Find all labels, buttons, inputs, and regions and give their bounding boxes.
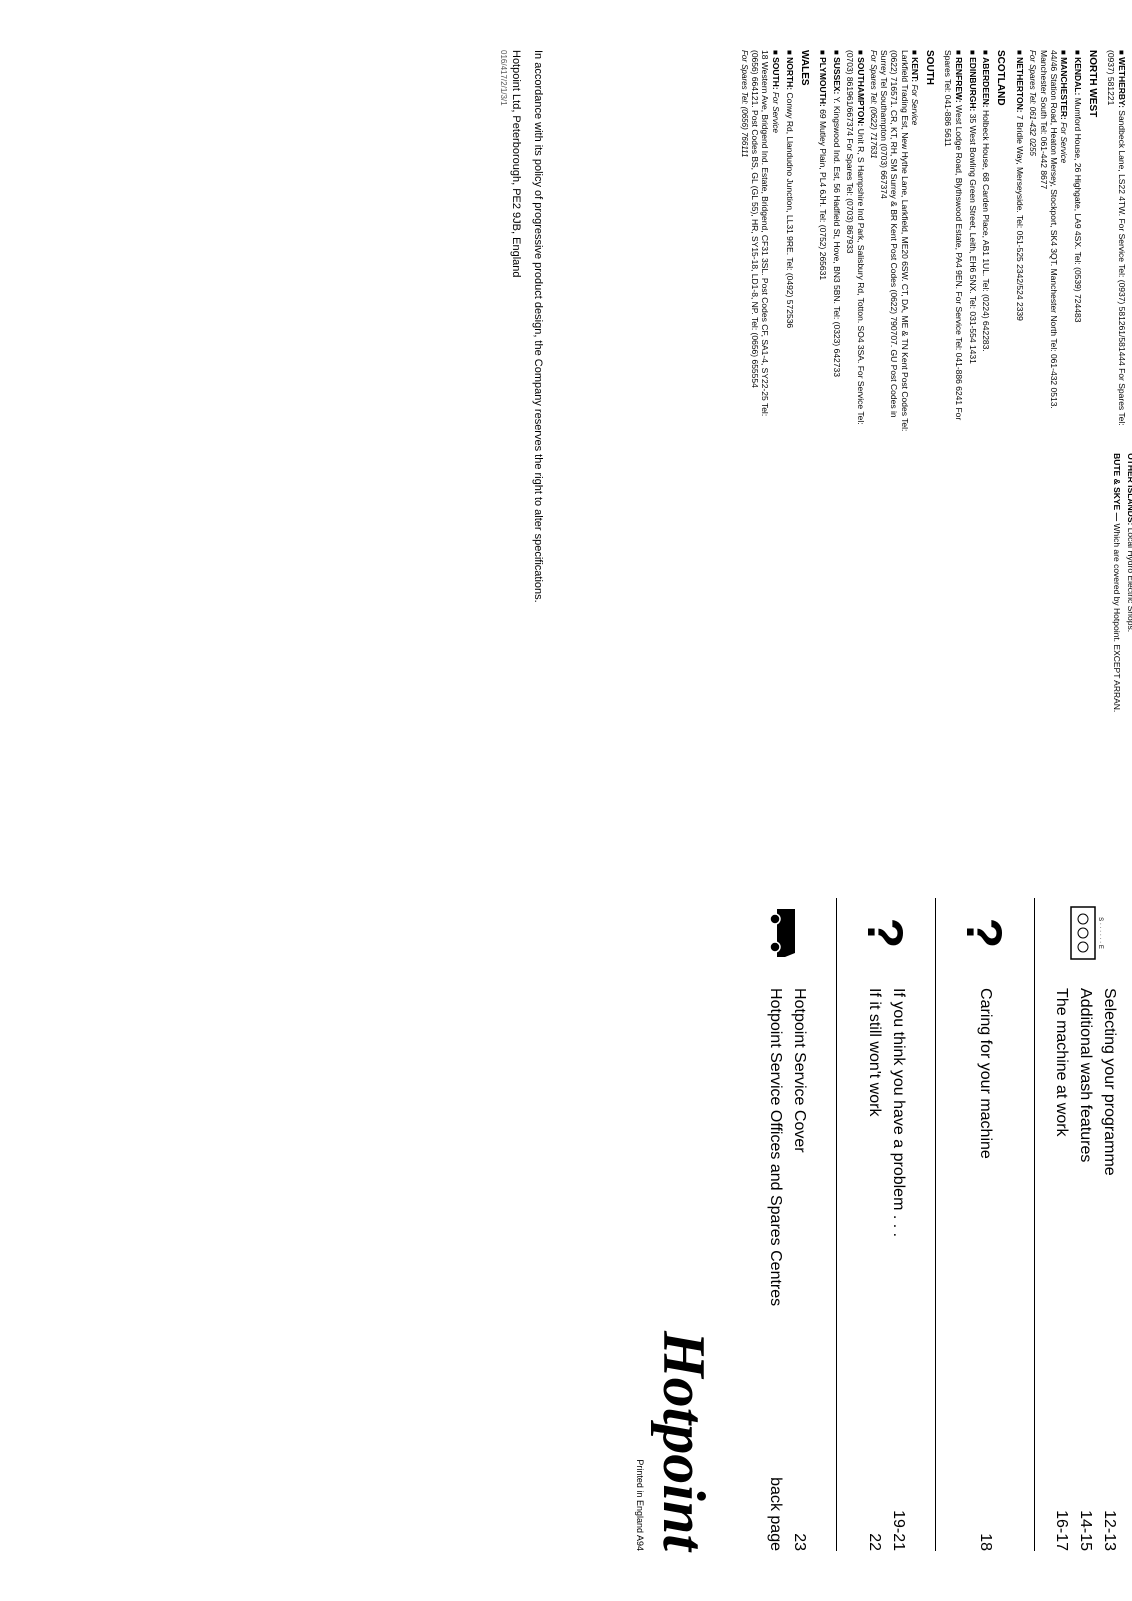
loc-name: ABERDEEN: (981, 57, 991, 108)
regions-col-1: EAST ESSEX: Industrial Buildings, Beehiv… (554, 50, 1132, 433)
loc-name: EDINBURGH: (968, 57, 978, 111)
toc-item: Caring for your machine 18 (973, 988, 997, 1551)
loc-name: KENDAL: (1073, 57, 1083, 95)
toc-item-label: The machine at work (1049, 988, 1073, 1137)
toc-item-page: 23 (787, 1533, 811, 1551)
loc-body: West Lodge Road, Blythswood Estate, PA4 … (943, 50, 964, 420)
footer-code: 016/417/2/1/3/1 (499, 50, 508, 848)
loc-name: SUSSEX: (832, 57, 842, 94)
loc-body: 69 Mutley Plain, PL4 6JH. Tel: (0752) 26… (818, 109, 828, 280)
toc-row: ? Caring for your machine 18 (935, 898, 1034, 1551)
toc-items: Caring for your machine 18 (973, 988, 997, 1551)
loc-body: Local Hydro Electric Shops. (1126, 528, 1132, 632)
toc-item: The machine at work 16-17 (1049, 988, 1073, 1551)
regions-listing: EAST ESSEX: Industrial Buildings, Beehiv… (554, 50, 1132, 848)
toc-row: ? If you think you have a problem . . . 19… (836, 898, 935, 1551)
toc-item-label: Additional wash features (1073, 988, 1097, 1162)
footer-note-2: Hotpoint Ltd, Peterborough, PE2 9JB, Eng… (510, 50, 522, 848)
toc-item: Additional wash features 14-15 (1073, 988, 1097, 1551)
regions-col-2: IRELAND NORTHERN: 256 Ormeau Road, Belfa… (554, 453, 1132, 836)
loc-name: SOUTHAMPTON: (856, 57, 866, 126)
loc-name: PLYMOUTH: (818, 57, 828, 107)
table-of-contents: Before you operate your washing machine2… (738, 898, 1132, 1551)
region-head: SCOTLAND (994, 50, 1006, 433)
toc-items: Selecting your programme12-13Additional … (1049, 988, 1121, 1551)
toc-item-label: Hotpoint Service Offices and Spares Cent… (763, 988, 787, 1306)
loc-name: NORTH: (785, 57, 795, 90)
loc-body: Conwy Rd, Llandudno Junction, LL31 9RE. … (785, 93, 795, 329)
loc-body: Mumford House, 26 Highgate, LA9 4SX. Tel… (1073, 98, 1083, 323)
toc-item-page: back page (763, 1477, 787, 1551)
toc-item-page: 12-13 (1097, 1510, 1121, 1551)
loc-name: BUTE & SKYE — (1112, 453, 1122, 521)
loc-body: 18 Western Ave, Bridgend Ind. Estate, Br… (750, 50, 770, 416)
svg-text:?: ? (857, 918, 913, 949)
loc-name: KENT: (910, 57, 920, 82)
printed-note: Printed in England A94 (635, 898, 645, 1551)
toc-item: If it still won't work 22 (862, 988, 886, 1551)
question2-icon: ? (851, 898, 921, 968)
loc-name: RENFREW: (954, 57, 964, 103)
loc-body: For Spares Tel: (0656) 766111 (740, 50, 749, 157)
loc-body: Which are covered by Hotpoint. EXCEPT AR… (1112, 523, 1122, 712)
toc-item-page: 18 (973, 1533, 997, 1551)
loc-body: Larkfield Trading Est, New Hythe Lane, L… (879, 50, 909, 431)
toc-items: Hotpoint Service Cover23Hotpoint Service… (763, 988, 811, 1551)
toc-item-page: 19-21 (886, 1510, 910, 1551)
toc-item-page: 14-15 (1073, 1510, 1097, 1551)
region-head: WALES (798, 50, 810, 433)
svg-text:S · · · · · · E: S · · · · · · E (1097, 917, 1103, 949)
loc-body: Y. Kingswood Ind. Est, 56 Hadfield St, H… (832, 97, 842, 377)
toc-item-label: If it still won't work (862, 988, 886, 1116)
region-head: NORTH WEST (1086, 50, 1098, 433)
loc-sub: For Service (1059, 122, 1068, 163)
loc-name: MANCHESTER: (1059, 57, 1069, 120)
toc-item: If you think you have a problem . . . 19-… (886, 988, 910, 1551)
loc-body: Holbeck House, 68 Carden Place, AB1 1UL.… (981, 110, 991, 352)
loc-body: 7 Bridle Way, Merseyside. Tel: 051-525 2… (1015, 115, 1025, 321)
loc-sub: For Service (771, 92, 780, 133)
loc-body: For Spares Tel: 061-432 0255 (1028, 50, 1037, 156)
toc-items: If you think you have a problem . . . 19-… (862, 988, 910, 1551)
toc-item-label: If you think you have a problem . . . (886, 988, 910, 1237)
toc-row: Hotpoint Service Cover23Hotpoint Service… (738, 898, 836, 1551)
toc-item-label: Caring for your machine (973, 988, 997, 1159)
toc-item: Hotpoint Service Offices and Spares Cent… (763, 988, 787, 1551)
region-head: SOUTH (923, 50, 935, 433)
dials-icon: S · · · · · · E (1050, 898, 1120, 968)
toc-item: Hotpoint Service Cover 23 (787, 988, 811, 1551)
loc-name: NETHERTON: (1015, 57, 1025, 113)
loc-body: 44/46 Station Road, Heaton Mersey, Stock… (1039, 50, 1059, 409)
loc-name: WETHERBY: (1117, 57, 1127, 108)
loc-body: 35 West Bowling Green Street, Leith, EH6… (968, 114, 978, 364)
toc-item-page: 16-17 (1049, 1510, 1073, 1551)
footer-note-1: In accordance with its policy of progres… (532, 50, 544, 848)
toc-row: S · · · · · · E Selecting your programme 1… (1034, 898, 1132, 1551)
toc-item-label: Selecting your programme (1097, 988, 1121, 1176)
van-icon (752, 898, 822, 968)
question-icon: ? (950, 898, 1020, 968)
loc-body: For Spares Tel: (0622) 717631 (869, 50, 878, 159)
loc-name: SOUTH: (771, 57, 781, 90)
toc-item: Selecting your programme 12-13 (1097, 988, 1121, 1551)
svg-text:?: ? (956, 918, 1012, 949)
loc-sub: For Service (910, 84, 919, 125)
loc-name: OTHER ISLANDS: (1126, 453, 1132, 525)
brand-logo: Hotpoint (649, 898, 718, 1551)
toc-item-label: Hotpoint Service Cover (787, 988, 811, 1153)
toc-item-page: 22 (862, 1533, 886, 1551)
